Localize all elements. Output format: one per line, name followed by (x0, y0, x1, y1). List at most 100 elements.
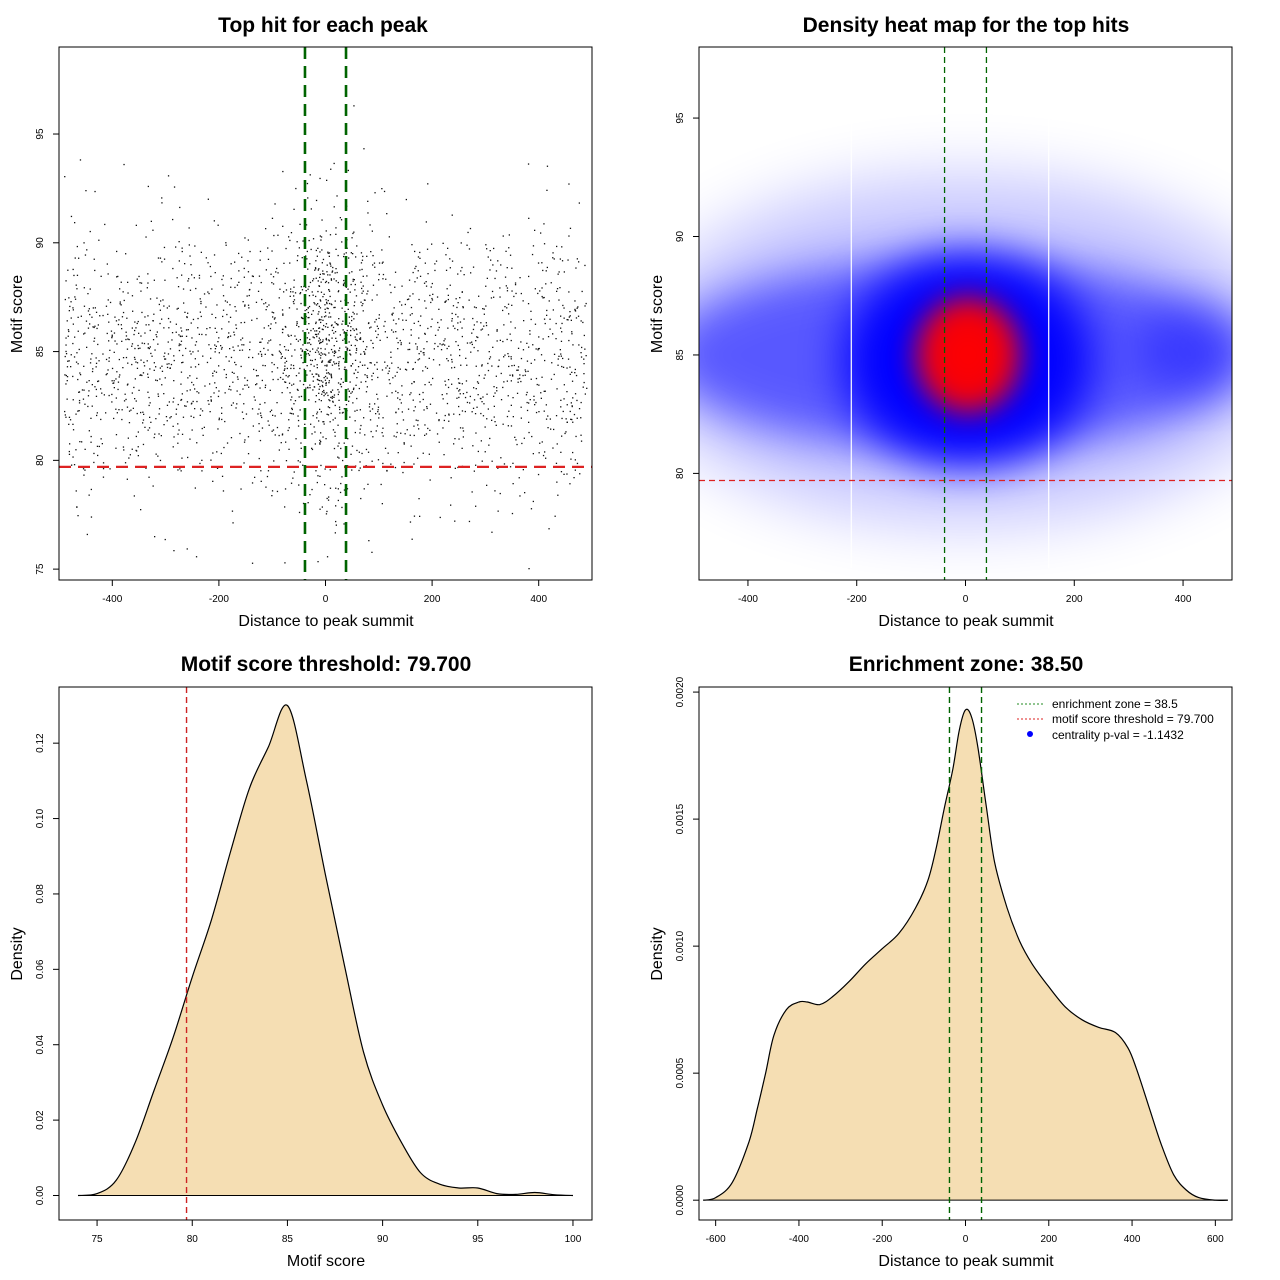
scatter-point (72, 342, 74, 345)
scatter-point (288, 335, 290, 337)
scatter-point (297, 389, 299, 391)
scatter-point (145, 324, 147, 326)
scatter-point (201, 459, 203, 461)
scatter-point (386, 213, 388, 215)
scatter-point (96, 412, 98, 414)
scatter-point (119, 374, 121, 376)
scatter-point (330, 278, 332, 280)
scatter-point (365, 448, 368, 451)
scatter-points (64, 105, 588, 570)
scatter-point (527, 303, 530, 305)
scatter-point (305, 290, 307, 292)
scatter-point (331, 395, 334, 398)
scatter-point (274, 317, 276, 319)
scatter-point (392, 312, 394, 314)
scatter-point (363, 351, 365, 353)
scatter-point (401, 394, 403, 396)
scatter-point (520, 357, 523, 360)
scatter-point (334, 272, 336, 274)
scatter-point (325, 369, 328, 371)
scatter-point (335, 227, 337, 229)
scatter-point (470, 272, 472, 274)
scatter-point (325, 323, 328, 325)
scatter-point (301, 317, 303, 319)
scatter-point (317, 347, 319, 349)
scatter-point (462, 436, 464, 438)
scatter-point (194, 388, 196, 390)
scatter-point (345, 286, 347, 288)
scatter-point (360, 424, 362, 427)
scatter-point (338, 368, 340, 370)
scatter-point (176, 277, 178, 279)
scatter-point (108, 340, 110, 342)
scatter-point (338, 399, 340, 401)
scatter-point (117, 323, 120, 326)
scatter-point (232, 522, 234, 524)
scatter-point (525, 370, 527, 373)
scatter-point (136, 412, 138, 415)
scatter-point (84, 469, 86, 471)
scatter-point (475, 340, 477, 342)
scatter-point (227, 336, 230, 338)
scatter-point (321, 384, 323, 387)
scatter-point (386, 336, 388, 339)
scatter-point (196, 391, 198, 393)
score-density-plot-frame (58, 686, 593, 1221)
scatter-point (88, 308, 90, 310)
scatter-point (296, 308, 298, 310)
distance-density-y-tick-label: 0.0020 (675, 676, 686, 707)
scatter-point (409, 295, 411, 297)
scatter-point (108, 357, 110, 359)
scatter-point (72, 307, 74, 309)
scatter-point (446, 288, 448, 290)
scatter-point (321, 393, 323, 395)
scatter-point (65, 374, 67, 377)
scatter-point (342, 284, 345, 287)
scatter-point (69, 419, 72, 421)
scatter-point (157, 257, 160, 259)
scatter-point (320, 354, 322, 357)
scatter-point (81, 389, 84, 391)
scatter-point (393, 307, 395, 309)
scatter-point (367, 483, 369, 485)
scatter-point (300, 442, 302, 444)
scatter-point (445, 384, 447, 386)
scatter-point (493, 405, 495, 407)
scatter-point (246, 295, 248, 297)
scatter-point (538, 347, 540, 350)
scatter-point (115, 320, 118, 322)
scatter-point (344, 366, 346, 368)
scatter-point (140, 374, 142, 376)
scatter-point (569, 315, 571, 317)
scatter-point (345, 252, 347, 254)
scatter-point (412, 293, 414, 295)
score-density-x-ticks: 75 80 85 90 95 100 (92, 1220, 582, 1245)
scatter-point (557, 358, 559, 360)
scatter-point (134, 398, 136, 400)
scatter-point (258, 430, 260, 432)
scatter-point (75, 449, 77, 451)
scatter-point (260, 281, 262, 284)
score-density-panel: Motif score threshold: 79.700 75 80 85 90 95… (9, 653, 593, 1270)
scatter-point (466, 401, 469, 404)
scatter-point (405, 319, 407, 321)
scatter-point (342, 339, 344, 341)
scatter-point (230, 356, 233, 359)
scatter-point (569, 410, 571, 413)
scatter-point (168, 327, 170, 329)
scatter-point (509, 333, 511, 335)
scatter-point (428, 381, 430, 383)
scatter-point (285, 289, 288, 291)
scatter-point (443, 340, 445, 342)
scatter-point (121, 316, 124, 318)
scatter-point (532, 344, 534, 346)
scatter-point (377, 376, 379, 379)
scatter-point (164, 352, 166, 354)
scatter-point (392, 319, 395, 321)
scatter-point (322, 270, 324, 272)
scatter-point (524, 369, 526, 371)
scatter-point (257, 375, 259, 377)
scatter-point (155, 366, 157, 368)
scatter-point (317, 351, 320, 353)
scatter-point (355, 338, 357, 341)
